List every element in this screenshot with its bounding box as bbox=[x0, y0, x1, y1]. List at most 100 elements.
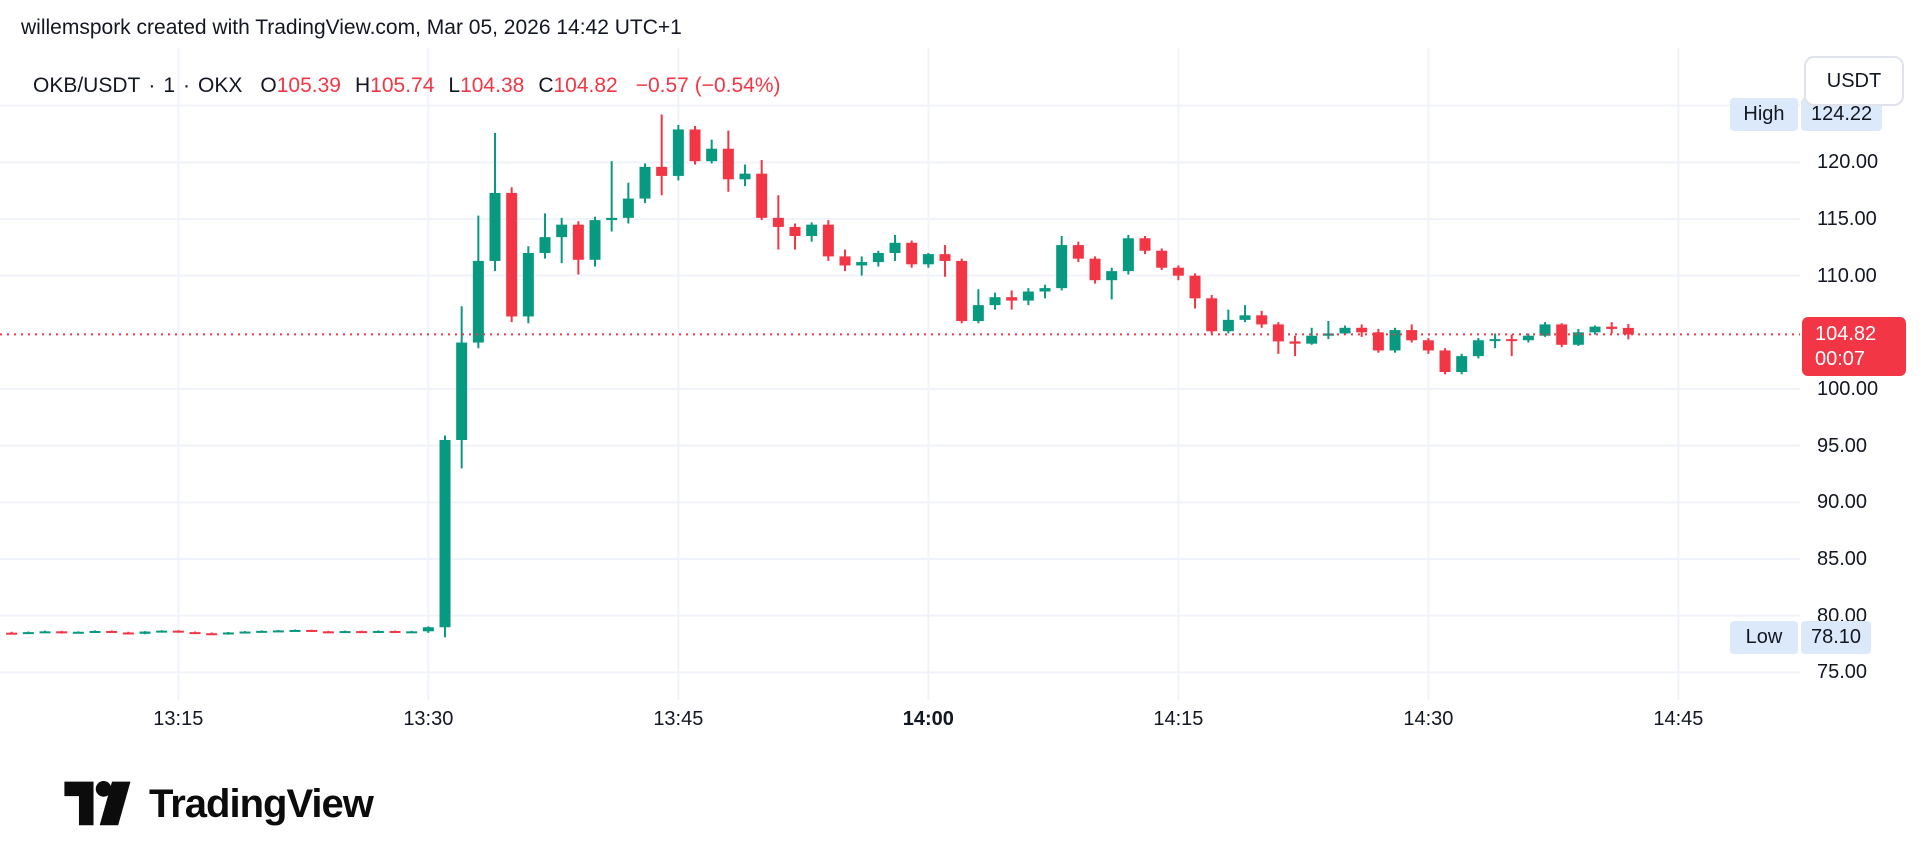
candle-body bbox=[1139, 238, 1151, 251]
change-value: −0.57 (−0.54%) bbox=[635, 74, 781, 97]
candle-body bbox=[622, 198, 634, 218]
candle-body bbox=[739, 173, 751, 180]
price-tick-label: 90.00 bbox=[1817, 491, 1868, 514]
candle-body bbox=[6, 632, 18, 635]
candle-body bbox=[1039, 288, 1051, 292]
candle-body bbox=[1406, 330, 1418, 341]
candle-body bbox=[1539, 324, 1551, 336]
candle-body bbox=[106, 630, 118, 633]
ohlc-h-value: H105.74 bbox=[354, 74, 435, 97]
candle-body bbox=[172, 630, 184, 633]
candle-body bbox=[139, 631, 151, 634]
candle-body bbox=[1389, 330, 1401, 351]
price-tick-label: 85.00 bbox=[1817, 548, 1868, 570]
price-tick-label: 115.00 bbox=[1817, 207, 1877, 230]
candle-body bbox=[756, 173, 768, 218]
candle-body bbox=[1456, 356, 1468, 372]
ohlc-c-value: C104.82 bbox=[538, 74, 618, 97]
legend-separator: · bbox=[183, 74, 191, 97]
high-label-badge: High bbox=[1730, 98, 1798, 132]
candle-body bbox=[206, 633, 218, 636]
candle-body bbox=[556, 224, 568, 238]
tradingview-logo[interactable]: TradingView bbox=[64, 776, 374, 832]
symbol-name[interactable]: OKB/USDT bbox=[33, 74, 141, 97]
low-value-badge: 78.10 bbox=[1801, 621, 1872, 655]
last-price-badge: 104.82 00:07 bbox=[1802, 317, 1906, 377]
candle-body bbox=[1606, 326, 1618, 329]
currency-button[interactable]: USDT bbox=[1804, 56, 1904, 106]
candle-body bbox=[189, 632, 201, 635]
candle-body bbox=[506, 192, 518, 317]
tradingview-wordmark: TradingView bbox=[149, 781, 374, 826]
interval-label[interactable]: 1 bbox=[163, 74, 176, 97]
candle-body bbox=[456, 342, 468, 441]
candle-body bbox=[1122, 238, 1134, 272]
candle-body bbox=[1106, 271, 1118, 281]
candle-body bbox=[772, 217, 784, 227]
candle-body bbox=[1372, 332, 1384, 351]
candle-body bbox=[939, 254, 951, 261]
last-price-value: 104.82 bbox=[1815, 323, 1877, 346]
candle-body bbox=[1072, 245, 1084, 259]
candle-body bbox=[606, 217, 618, 221]
candle-body bbox=[1089, 258, 1101, 281]
price-tick-label: 100.00 bbox=[1817, 378, 1879, 400]
candle-body bbox=[706, 148, 718, 162]
price-tick-label: 75.00 bbox=[1817, 661, 1868, 684]
time-tick-label: 14:30 bbox=[1403, 708, 1454, 730]
candle-body bbox=[239, 631, 251, 634]
candle-body bbox=[39, 631, 51, 634]
candle-body bbox=[489, 192, 501, 261]
high-value-badge: 124.22 bbox=[1801, 98, 1883, 132]
candle-body bbox=[1422, 340, 1434, 351]
candle-body bbox=[1289, 341, 1301, 344]
candle-body bbox=[1156, 250, 1168, 268]
time-tick-label: 13:30 bbox=[403, 708, 454, 730]
legend-separator: · bbox=[148, 74, 156, 97]
candle-body bbox=[372, 630, 384, 633]
candle-body bbox=[89, 630, 101, 633]
candle-body bbox=[472, 260, 484, 343]
time-tick-label: 14:00 bbox=[902, 708, 954, 730]
candle-body bbox=[56, 631, 68, 634]
candle-body bbox=[856, 262, 868, 266]
candle-body bbox=[1056, 245, 1068, 289]
candle-body bbox=[822, 224, 834, 257]
candle-body bbox=[1222, 319, 1234, 332]
candle-body bbox=[272, 630, 284, 633]
candle-body bbox=[539, 237, 551, 253]
exchange-label[interactable]: OKX bbox=[198, 74, 243, 97]
candle-body bbox=[439, 440, 451, 628]
candle-body bbox=[1272, 324, 1284, 342]
candle-body bbox=[1206, 298, 1218, 332]
candle-body bbox=[922, 254, 934, 265]
bar-countdown: 00:07 bbox=[1815, 348, 1866, 371]
time-tick-label: 13:45 bbox=[653, 708, 704, 730]
candle-body bbox=[839, 256, 851, 266]
candle-body bbox=[956, 260, 968, 321]
candle-body bbox=[806, 224, 818, 236]
candle-body bbox=[972, 305, 984, 321]
candle-body bbox=[356, 631, 368, 634]
candle-body bbox=[1256, 315, 1268, 325]
candle-body bbox=[1522, 335, 1534, 341]
price-tick-label: 95.00 bbox=[1817, 434, 1868, 457]
candle-body bbox=[589, 220, 601, 260]
candle-body bbox=[1489, 339, 1501, 342]
candle-body bbox=[156, 630, 168, 633]
candle-body bbox=[1306, 335, 1318, 344]
candle-body bbox=[989, 297, 1001, 306]
time-tick-label: 14:45 bbox=[1653, 708, 1704, 730]
tradingview-logo-icon bbox=[64, 781, 131, 826]
low-label-badge: Low bbox=[1730, 621, 1798, 655]
symbol-legend[interactable]: OKB/USDT · 1 · OKX O105.39 H105.74 L104.38… bbox=[33, 71, 780, 101]
candle-body bbox=[1589, 326, 1601, 333]
candle-body bbox=[1439, 350, 1451, 372]
candle-body bbox=[1022, 291, 1034, 301]
ohlc-l-value: L104.38 bbox=[448, 74, 525, 97]
candle-body bbox=[1572, 332, 1584, 345]
candle-body bbox=[289, 629, 301, 632]
candle-body bbox=[789, 226, 801, 236]
